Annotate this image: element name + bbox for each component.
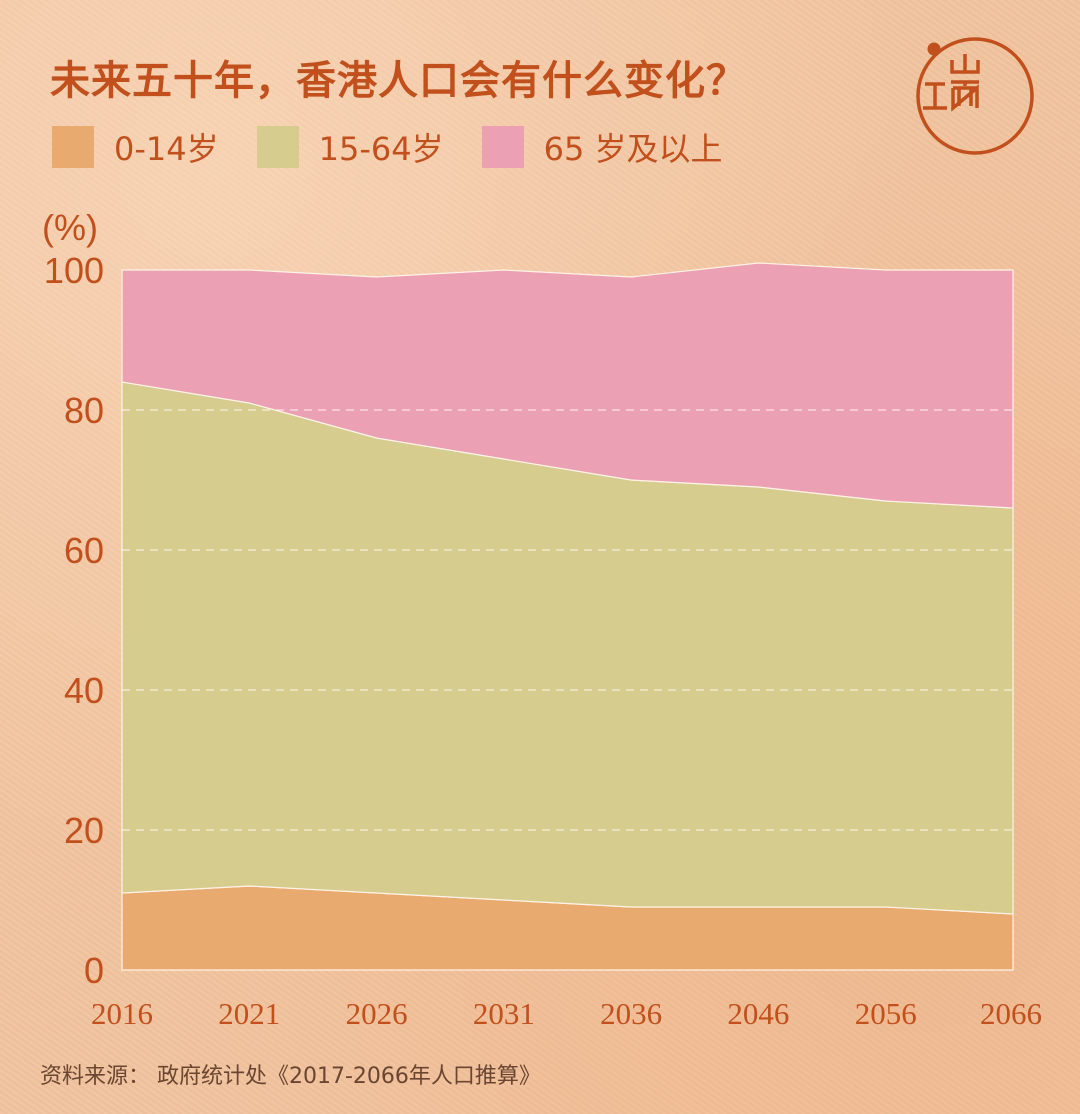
x-tick-label: 2066 bbox=[980, 996, 1042, 1031]
x-tick-label: 2056 bbox=[855, 996, 917, 1031]
jiemian-logo-icon bbox=[916, 37, 1034, 155]
legend: 0-14岁 15-64岁 65 岁及以上 bbox=[52, 125, 761, 169]
legend-label-15-64: 15-64岁 bbox=[318, 130, 444, 168]
legend-item-15-64: 15-64岁 bbox=[256, 124, 444, 170]
legend-swatch-15-64 bbox=[256, 126, 299, 168]
legend-item-0-14: 0-14岁 bbox=[52, 124, 219, 170]
page-title: 未来五十年，香港人口会有什么变化？ bbox=[50, 58, 747, 104]
x-axis-ticks: 2016 2021 2026 2031 2036 2046 2056 2066 bbox=[91, 996, 1042, 1031]
y-tick-label: 20 bbox=[64, 810, 104, 851]
x-tick-label: 2036 bbox=[600, 996, 662, 1031]
y-tick-label: 80 bbox=[64, 390, 104, 431]
y-axis-label: (%) bbox=[42, 207, 98, 248]
y-tick-label: 40 bbox=[64, 670, 104, 711]
x-tick-label: 2016 bbox=[91, 996, 153, 1031]
y-tick-label: 60 bbox=[64, 530, 104, 571]
y-tick-label: 100 bbox=[44, 250, 104, 291]
source-note: 资料来源： 政府统计处《2017-2066年人口推算》 bbox=[40, 1064, 541, 1089]
area-65-plus bbox=[121, 262, 1014, 509]
x-tick-label: 2046 bbox=[727, 996, 789, 1031]
x-tick-label: 2031 bbox=[473, 996, 535, 1031]
y-tick-label: 0 bbox=[84, 950, 104, 991]
x-tick-label: 2026 bbox=[346, 996, 408, 1031]
chart-areas bbox=[121, 262, 1014, 971]
y-axis-ticks: 0 20 40 60 80 100 bbox=[44, 250, 104, 991]
legend-swatch-0-14 bbox=[52, 126, 94, 168]
legend-swatch-65-plus bbox=[481, 126, 524, 168]
legend-item-65-plus: 65 岁及以上 bbox=[481, 124, 723, 170]
chart-gridlines bbox=[122, 409, 1013, 831]
x-tick-label: 2021 bbox=[218, 996, 280, 1031]
legend-label-0-14: 0-14岁 bbox=[114, 130, 219, 168]
legend-label-65-plus: 65 岁及以上 bbox=[543, 130, 723, 168]
